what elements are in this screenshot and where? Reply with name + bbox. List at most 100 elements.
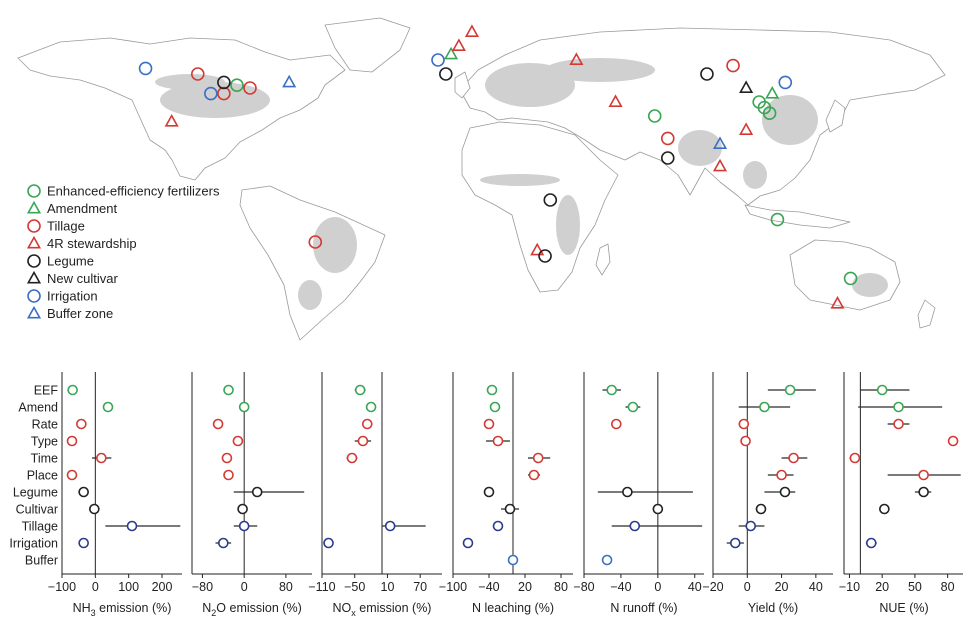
- effect-point: [126, 520, 138, 532]
- category-labels: EEF Amend Rate Type Time Place Legume Cultivar T…: [9, 384, 58, 568]
- x-tick-label: 80: [941, 580, 955, 594]
- forest-panel: −20 0 20 40 Yield (%): [702, 372, 833, 615]
- x-tick-label: 80: [279, 580, 293, 594]
- effect-point: [849, 452, 861, 464]
- effect-point: [66, 469, 78, 481]
- effect-point: [238, 401, 250, 413]
- map-marker-circle: [762, 106, 777, 120]
- cropland-se-asia: [743, 161, 767, 189]
- map-marker-triangle: [712, 158, 728, 172]
- effect-point: [788, 452, 799, 464]
- map-marker-circle: [660, 151, 675, 165]
- map-marker-circle: [204, 86, 218, 101]
- cropland-brazil: [313, 217, 357, 273]
- x-axis-label: NH3 emission (%): [73, 601, 172, 618]
- map-marker-triangle: [739, 122, 754, 135]
- x-tick-label: 0: [241, 580, 248, 594]
- map-marker-triangle: [464, 24, 480, 38]
- effect-point: [918, 469, 929, 481]
- x-tick-label: −10: [839, 580, 860, 594]
- effect-point: [489, 401, 501, 413]
- legend-swatch-triangle: [26, 270, 42, 284]
- legend-label: Buffer zone: [47, 306, 113, 321]
- map-marker-circle: [431, 53, 445, 67]
- x-tick-label: 20: [518, 580, 532, 594]
- legend-swatch-circle: [27, 184, 41, 198]
- effect-point: [893, 401, 904, 413]
- legend-swatch-circle: [27, 254, 41, 268]
- x-tick-label: −20: [702, 580, 723, 594]
- effect-point: [354, 384, 366, 396]
- effect-point: [879, 503, 890, 515]
- x-axis-label: Yield (%): [748, 601, 798, 615]
- x-tick-label: 0: [654, 580, 661, 594]
- map-marker-triangle: [739, 80, 754, 93]
- x-tick-label: 40: [688, 580, 702, 594]
- effect-point: [365, 401, 377, 413]
- effect-point: [238, 520, 250, 532]
- x-tick-label: 50: [908, 580, 922, 594]
- map-marker-triangle: [164, 113, 179, 127]
- effect-point: [212, 418, 224, 430]
- effect-point: [622, 486, 633, 498]
- forest-panel: −80 0 80 N2O emission (%): [191, 372, 312, 618]
- legend-swatch-triangle: [26, 200, 42, 214]
- effect-point: [237, 503, 248, 515]
- category-label: EEF: [34, 384, 59, 398]
- effect-point: [232, 435, 244, 447]
- map-marker-circle: [439, 67, 453, 81]
- effect-point: [221, 452, 233, 464]
- cropland-sahel: [480, 174, 560, 186]
- effect-point: [729, 537, 741, 549]
- legend-label: 4R stewardship: [47, 236, 137, 251]
- map-marker-circle: [217, 86, 231, 101]
- effect-point: [361, 418, 373, 430]
- land-africa: [461, 121, 619, 293]
- effect-point: [755, 503, 767, 515]
- legend-label: Legume: [47, 254, 94, 269]
- category-label: Irrigation: [9, 537, 58, 551]
- effect-point: [532, 452, 544, 464]
- land-south-america: [239, 185, 386, 341]
- effect-point: [606, 384, 617, 396]
- land-indonesia: [744, 204, 851, 229]
- effect-point: [652, 503, 664, 515]
- effect-point: [218, 537, 229, 549]
- cropland-us-plains: [160, 82, 270, 118]
- effect-point: [67, 384, 78, 396]
- x-axis-label: N leaching (%): [472, 601, 554, 615]
- effect-point: [784, 384, 796, 396]
- map-marker-circle: [543, 193, 558, 207]
- x-tick-label: 40: [809, 580, 823, 594]
- effect-point: [504, 503, 516, 515]
- legend-label: Enhanced-efficiency fertilizers: [47, 184, 220, 199]
- category-label: Buffer: [25, 554, 58, 568]
- effect-point: [462, 537, 474, 549]
- effect-point: [76, 418, 87, 430]
- map-marker-circle: [230, 78, 244, 92]
- x-tick-label: −80: [573, 580, 594, 594]
- legend-label: Amendment: [47, 201, 117, 216]
- x-tick-label: −80: [192, 580, 213, 594]
- map-marker-triangle: [569, 52, 584, 65]
- map-marker-triangle: [530, 242, 545, 256]
- forest-panel: −100 0 100 200 NH3 emission (%): [48, 372, 182, 618]
- x-tick-label: 20: [875, 580, 889, 594]
- effect-point: [611, 418, 622, 430]
- x-axis-label: N2O emission (%): [202, 601, 301, 618]
- effect-point: [346, 452, 358, 464]
- category-label: Tillage: [22, 520, 58, 534]
- x-tick-label: −100: [439, 580, 467, 594]
- effect-point: [528, 469, 540, 481]
- effect-point: [865, 537, 877, 549]
- map-marker-triangle: [712, 136, 728, 149]
- forest-panel: −10 20 50 80 NUE (%): [839, 372, 963, 615]
- legend-swatch-circle: [27, 289, 41, 303]
- legend-swatch-triangle: [26, 235, 42, 249]
- category-label: Place: [27, 469, 58, 483]
- effect-point: [738, 418, 750, 430]
- map-marker-circle: [190, 67, 205, 81]
- x-tick-label: −40: [610, 580, 631, 594]
- x-tick-label: 20: [775, 580, 789, 594]
